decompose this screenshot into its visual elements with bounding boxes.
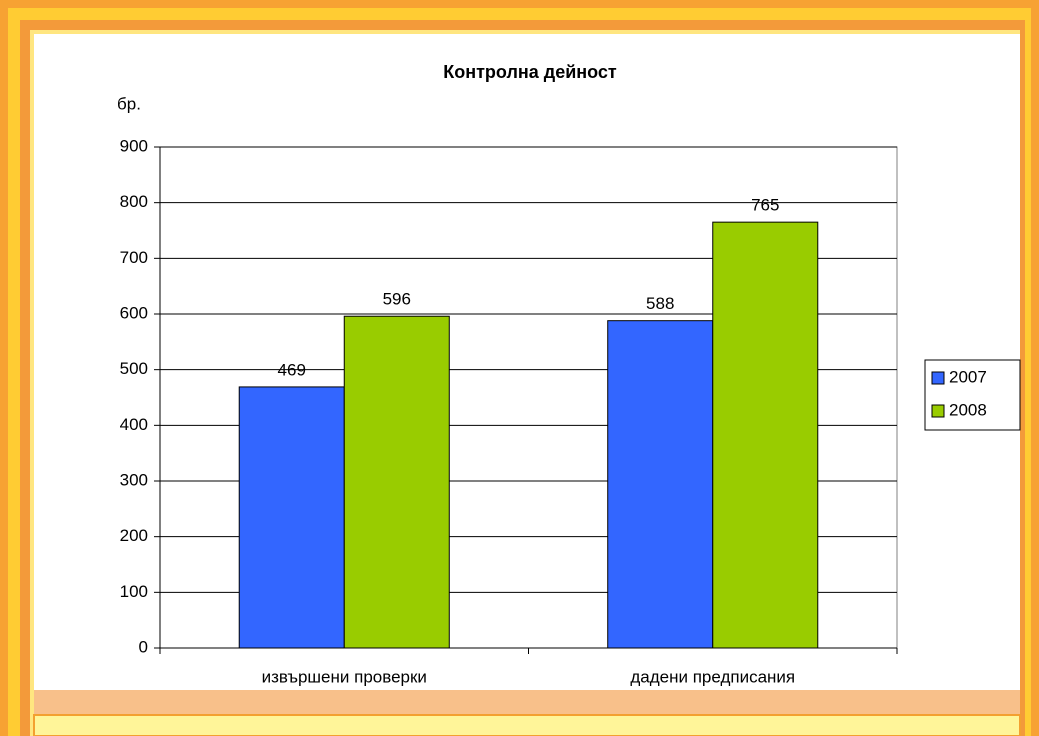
y-tick-label: 400 (120, 415, 148, 434)
chart-title: Контролна дейност (443, 62, 617, 82)
bar (713, 222, 818, 648)
y-tick-label: 500 (120, 359, 148, 378)
x-tick-label: извършени проверки (262, 667, 427, 686)
y-tick-label: 300 (120, 470, 148, 489)
y-axis-label: бр. (117, 94, 141, 113)
legend-label: 2008 (949, 400, 987, 419)
y-tick-label: 0 (139, 637, 148, 656)
chart: Контролна дейност бр. 0 100 200 300 400 500 60… (0, 0, 1039, 736)
y-tick-label: 700 (120, 248, 148, 267)
y-tick-label: 600 (120, 303, 148, 322)
legend-swatch (932, 372, 944, 384)
y-tick-label: 800 (120, 192, 148, 211)
value-label: 765 (751, 196, 779, 215)
bottom-band (34, 690, 1020, 715)
y-tick-label: 100 (120, 582, 148, 601)
x-tick-label: дадени предписания (630, 667, 795, 686)
bar (608, 321, 713, 648)
legend-swatch (932, 405, 944, 417)
y-tick-label: 900 (120, 136, 148, 155)
legend-label: 2007 (949, 367, 987, 386)
y-tick-label: 200 (120, 526, 148, 545)
bar (344, 316, 449, 648)
value-label: 469 (278, 360, 306, 379)
value-label: 588 (646, 294, 674, 313)
value-label: 596 (383, 290, 411, 309)
bar (239, 387, 344, 648)
bottom-strip (34, 715, 1020, 736)
chart-area (34, 34, 1020, 690)
